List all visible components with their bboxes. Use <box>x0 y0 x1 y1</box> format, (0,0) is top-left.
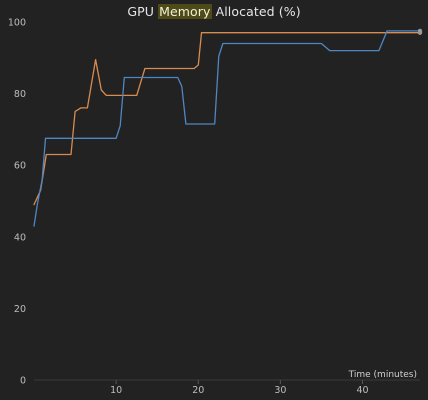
x-axis-title: Time (minutes) <box>348 370 417 380</box>
x-tick-label: 30 <box>274 385 286 396</box>
y-tick-label: 100 <box>8 18 26 29</box>
x-tick-label: 10 <box>110 385 122 396</box>
y-tick-label: 20 <box>14 304 26 315</box>
chart-title-part-3: Allocated (%) <box>211 4 301 19</box>
series-layer <box>33 28 423 227</box>
y-tick-label: 60 <box>14 161 26 172</box>
series-line-1 <box>33 32 421 206</box>
x-tick-label: 20 <box>192 385 204 396</box>
chart-title-highlight: Memory <box>158 4 212 19</box>
axis-layer <box>34 379 420 384</box>
chart-title: GPU Memory Allocated (%) <box>0 4 428 19</box>
x-tick-label: 40 <box>356 385 368 396</box>
y-tick-label: 0 <box>20 376 26 387</box>
series-line-2 <box>33 30 421 227</box>
y-tick-label: 80 <box>14 89 26 100</box>
label-layer: 0 20 40 60 80 100 10 20 30 40 Time (minutes) <box>8 18 417 397</box>
y-tick-label: 40 <box>14 232 26 243</box>
chart-title-part-1: GPU <box>127 4 159 19</box>
series-end-marker-2 <box>417 28 423 34</box>
